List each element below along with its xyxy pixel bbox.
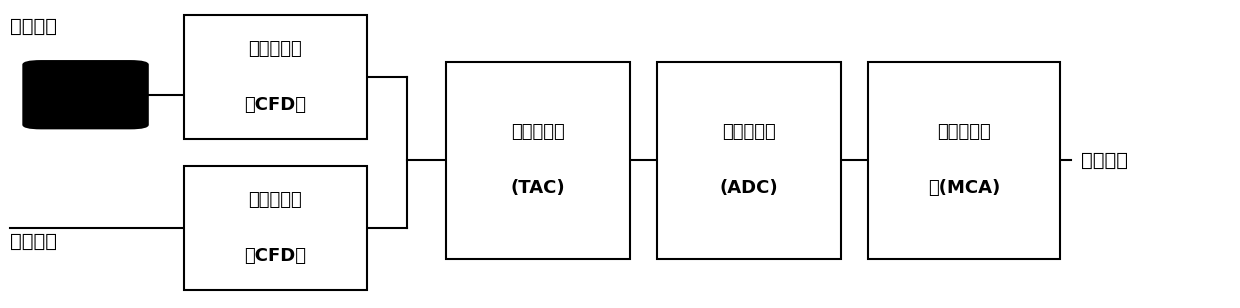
Text: 数据输出: 数据输出 — [1081, 151, 1128, 170]
Text: (ADC): (ADC) — [719, 179, 779, 197]
Bar — [446, 62, 630, 259]
Text: (TAC): (TAC) — [511, 179, 565, 197]
Bar — [868, 62, 1060, 259]
Text: 多通道分析: 多通道分析 — [937, 124, 991, 141]
Bar — [184, 166, 367, 290]
Text: 荧光探头: 荧光探头 — [10, 17, 57, 36]
Text: 数模转换器: 数模转换器 — [722, 124, 776, 141]
Text: 器(MCA): 器(MCA) — [928, 179, 1001, 197]
Bar — [184, 15, 367, 139]
Text: 时幅转换器: 时幅转换器 — [511, 124, 565, 141]
Text: 第二鉴别器: 第二鉴别器 — [248, 191, 303, 209]
Text: （CFD）: （CFD） — [244, 96, 306, 114]
Text: 光源信号: 光源信号 — [10, 232, 57, 251]
FancyBboxPatch shape — [22, 60, 149, 129]
Bar — [657, 62, 841, 259]
Text: （CFD）: （CFD） — [244, 247, 306, 265]
Text: 第一鉴别器: 第一鉴别器 — [248, 40, 303, 58]
